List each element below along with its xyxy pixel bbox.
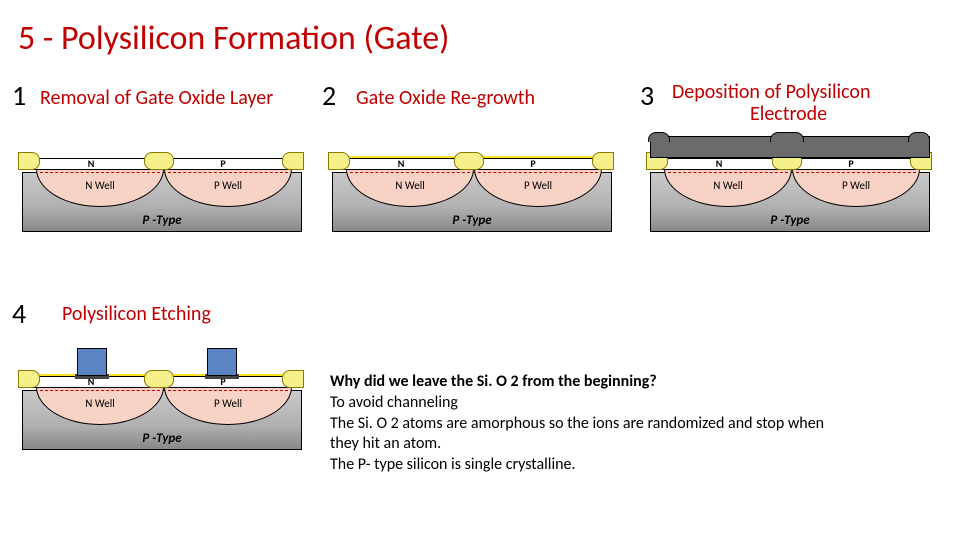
implant-dashed-r [796, 172, 916, 173]
isolation-mid [144, 370, 174, 388]
poly-bump-left [648, 132, 670, 142]
step-1-label: Removal of Gate Oxide Layer [40, 86, 273, 110]
xsec-1: N Well P Well N P P -Type [22, 122, 302, 232]
explain-line1: To avoid channeling [330, 393, 930, 414]
isolation-right [592, 152, 614, 170]
isolation-left [328, 152, 350, 170]
implant-dashed-r [168, 390, 288, 391]
explain-line2: The Si. O 2 atoms are amorphous so the i… [330, 414, 930, 435]
step-1-number: 1 [12, 78, 26, 113]
xsec-4: N Well P Well N P P -Type [22, 340, 302, 450]
surface-n-label: N [688, 158, 750, 170]
slide-title: 5 - Polysilicon Formation (Gate) [18, 18, 449, 59]
substrate-label: P -Type [332, 213, 612, 228]
surface-p-label: P [502, 158, 564, 170]
substrate-label: P -Type [22, 213, 302, 228]
poly-bump-right [908, 132, 930, 142]
isolation-left [18, 152, 40, 170]
xsec-2: N Well P Well N P P -Type [332, 122, 612, 232]
poly-gate-right [207, 348, 237, 376]
isolation-mid [144, 152, 174, 170]
step-3-label-line1: Deposition of Polysilicon [672, 80, 871, 104]
implant-dashed-r [478, 172, 598, 173]
isolation-right [282, 370, 304, 388]
surface-p-label: P [192, 158, 254, 170]
xsec-3: N Well P Well N P P -Type [650, 122, 930, 232]
surface-p-label: P [820, 158, 882, 170]
substrate-label: P -Type [22, 431, 302, 446]
explain-line3: they hit an atom. [330, 434, 930, 455]
step-2-number: 2 [322, 78, 336, 113]
implant-dashed-l [668, 172, 788, 173]
implant-dashed-l [40, 390, 160, 391]
surface-n-label: N [370, 158, 432, 170]
isolation-left [18, 370, 40, 388]
step-3-number: 3 [640, 78, 654, 113]
poly-bump-mid [770, 132, 804, 142]
implant-dashed-l [40, 172, 160, 173]
isolation-right [282, 152, 304, 170]
explain-line4: The P- type silicon is single crystallin… [330, 455, 930, 476]
implant-dashed-r [168, 172, 288, 173]
explain-question: Why did we leave the Si. O 2 from the be… [330, 372, 930, 393]
step-4-label: Polysilicon Etching [62, 302, 211, 326]
explanation-block: Why did we leave the Si. O 2 from the be… [330, 372, 930, 476]
substrate-label: P -Type [650, 213, 930, 228]
implant-dashed-l [350, 172, 470, 173]
poly-gate-left [77, 348, 107, 376]
surface-n-label: N [60, 158, 122, 170]
isolation-mid [454, 152, 484, 170]
step-4-number: 4 [12, 296, 26, 331]
step-2-label: Gate Oxide Re-growth [356, 86, 535, 110]
